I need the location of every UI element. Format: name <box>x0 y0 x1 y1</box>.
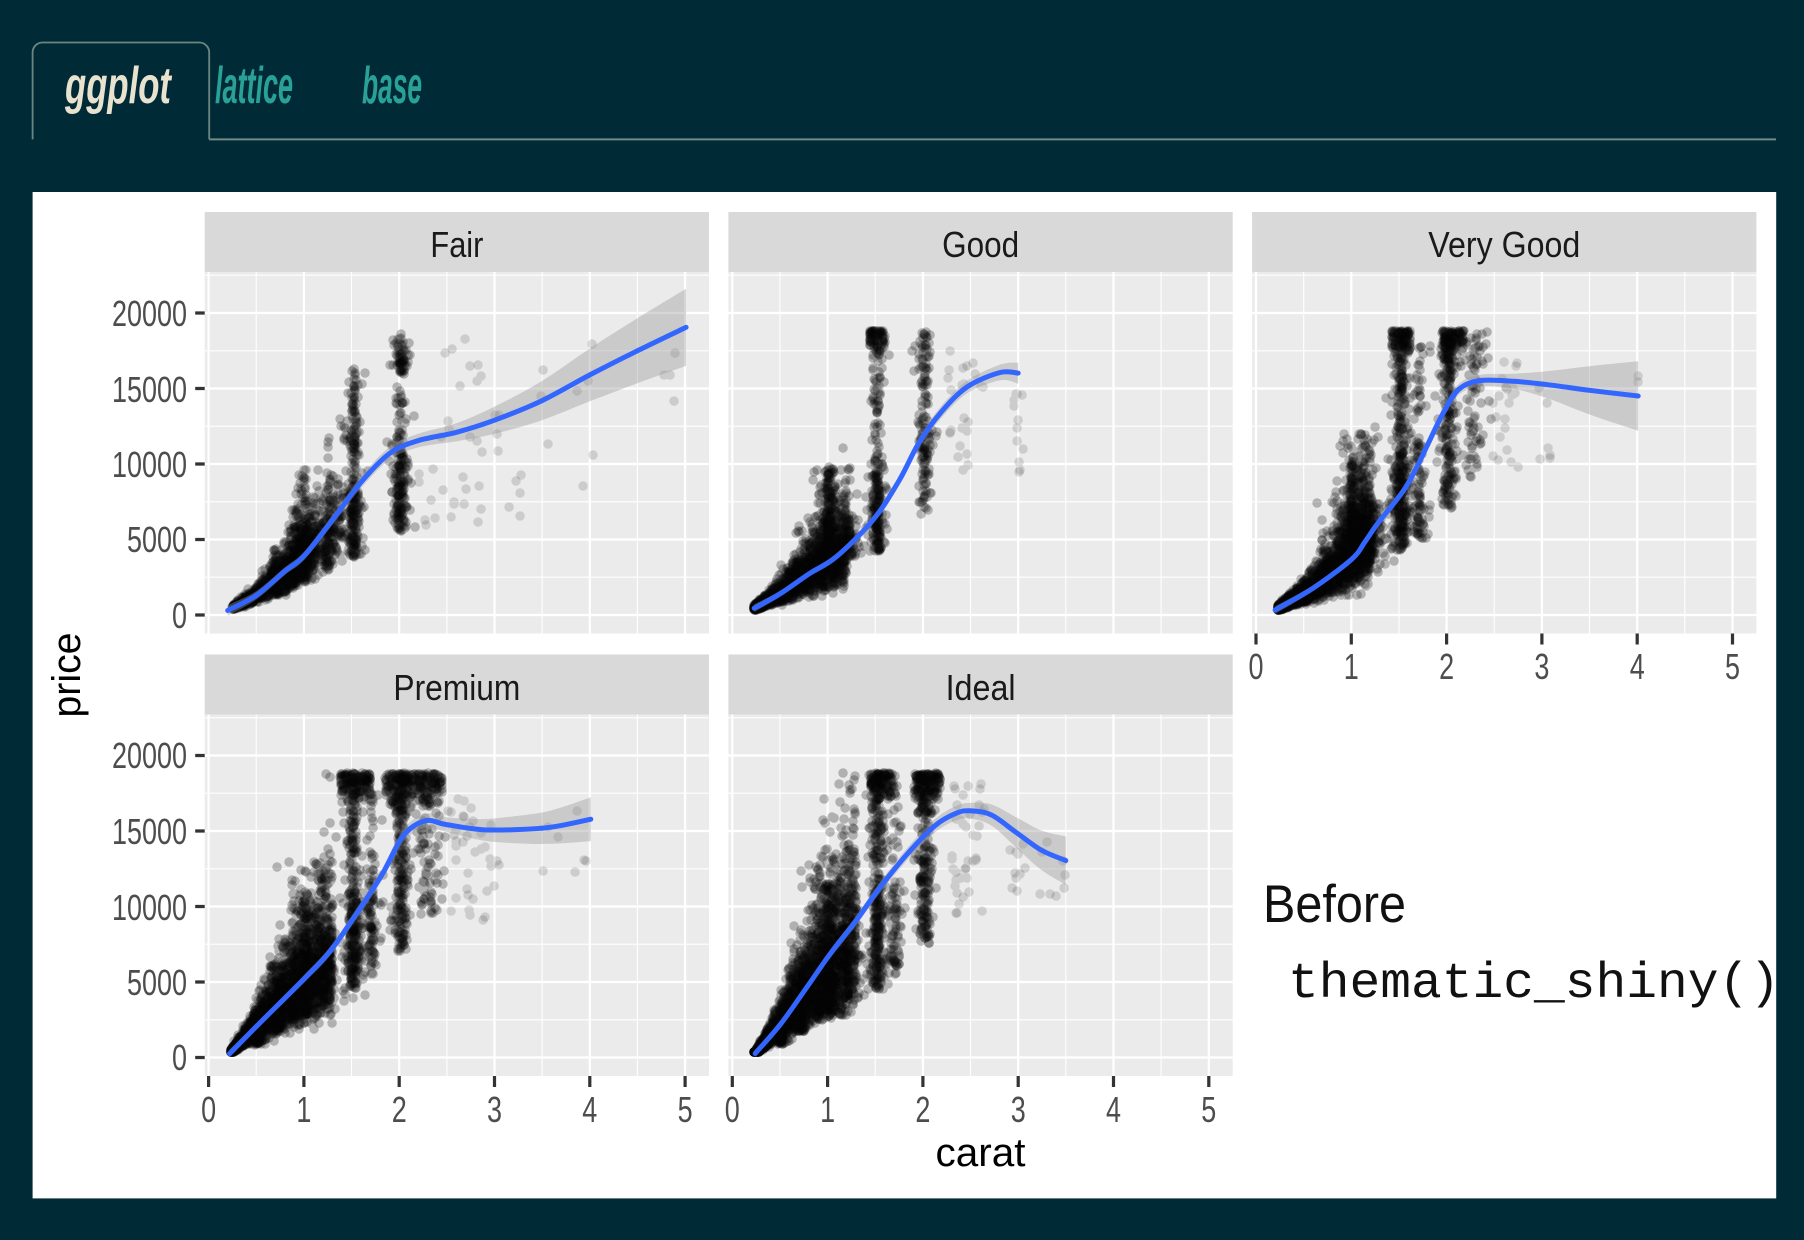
svg-text:ggplot: ggplot <box>64 57 172 115</box>
svg-text:1: 1 <box>296 1089 311 1130</box>
svg-text:3: 3 <box>1011 1089 1026 1130</box>
svg-text:5: 5 <box>1201 1089 1216 1130</box>
svg-text:20000: 20000 <box>112 735 187 776</box>
svg-text:Good: Good <box>942 224 1019 265</box>
svg-text:3: 3 <box>487 1089 502 1130</box>
svg-text:2: 2 <box>1439 646 1454 687</box>
svg-text:2: 2 <box>915 1089 930 1130</box>
svg-text:0: 0 <box>201 1089 216 1130</box>
svg-text:15000: 15000 <box>112 369 187 410</box>
svg-text:10000: 10000 <box>112 887 187 928</box>
svg-text:Fair: Fair <box>430 224 483 265</box>
svg-text:0: 0 <box>725 1089 740 1130</box>
svg-text:15000: 15000 <box>112 811 187 852</box>
svg-text:5: 5 <box>678 1089 693 1130</box>
svg-text:carat: carat <box>936 1131 1026 1175</box>
svg-text:1: 1 <box>1344 646 1359 687</box>
svg-text:Before: Before <box>1263 875 1406 934</box>
svg-text:0: 0 <box>1249 646 1264 687</box>
svg-text:0: 0 <box>172 1037 187 1078</box>
svg-text:price: price <box>45 633 89 718</box>
svg-text:lattice: lattice <box>215 57 293 115</box>
svg-text:Very Good: Very Good <box>1428 224 1580 265</box>
svg-text:5000: 5000 <box>127 962 187 1003</box>
svg-text:Ideal: Ideal <box>946 667 1016 708</box>
svg-text:3: 3 <box>1534 646 1549 687</box>
svg-text:base: base <box>362 57 422 115</box>
svg-text:5: 5 <box>1725 646 1740 687</box>
svg-text:4: 4 <box>1106 1089 1121 1130</box>
svg-text:2: 2 <box>392 1089 407 1130</box>
svg-text:4: 4 <box>1630 646 1645 687</box>
svg-text:20000: 20000 <box>112 293 187 334</box>
svg-text:10000: 10000 <box>112 444 187 485</box>
svg-text:thematic_shiny(): thematic_shiny() <box>1288 956 1780 1013</box>
svg-text:5000: 5000 <box>127 519 187 560</box>
svg-text:1: 1 <box>820 1089 835 1130</box>
svg-text:Premium: Premium <box>393 667 520 708</box>
svg-text:4: 4 <box>582 1089 597 1130</box>
svg-text:0: 0 <box>172 595 187 636</box>
